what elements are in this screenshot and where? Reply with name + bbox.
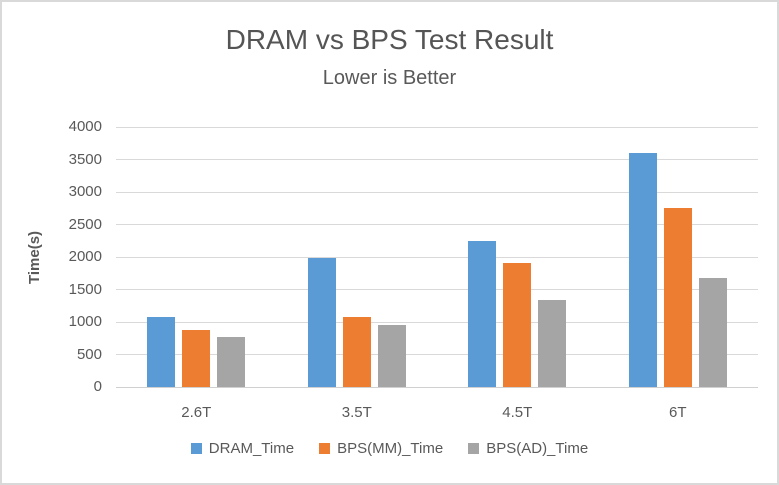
x-axis-label-6T: 6T: [668, 404, 687, 421]
bar-DRAM_Time-3.5T: [307, 258, 336, 387]
y-tick-label-3000: 3000: [68, 183, 102, 200]
bar-DRAM_Time-6T: [628, 153, 657, 387]
bar-BPS(AD)_Time-4.5T: [538, 299, 567, 387]
y-tick-label-3500: 3500: [68, 150, 102, 168]
legend-item-DRAM_Time: DRAM_Time: [190, 440, 295, 457]
gridline-2000: [116, 256, 758, 258]
bar-BPS(AD)_Time-3.5T: [377, 324, 406, 387]
legend-label: DRAM_Time: [208, 440, 295, 457]
y-tick-label-0: 0: [93, 378, 102, 395]
y-tick-label-2500: 2500: [68, 215, 102, 233]
legend-swatch-icon: [319, 443, 331, 454]
y-tick-label-1000: 1000: [68, 313, 102, 330]
y-tick-label-1500: 1500: [68, 280, 102, 298]
x-axis-label-2.6T: 2.6T: [181, 404, 212, 421]
y-tick-label-500: 500: [76, 345, 102, 363]
x-axis-line: [116, 386, 758, 388]
x-axis-label-3.5T: 3.5T: [341, 404, 372, 421]
y-tick-label-2000: 2000: [68, 248, 102, 265]
chart-subtitle: Lower is Better: [322, 67, 457, 89]
chart-title: DRAM vs BPS Test Result: [225, 24, 554, 55]
gridline-4000: [116, 126, 758, 128]
legend-swatch-icon: [468, 443, 480, 454]
gridline-1500: [116, 289, 758, 290]
bar-DRAM_Time-2.6T: [147, 316, 176, 387]
legend-item-BPS(MM)_Time: BPS(MM)_Time: [319, 440, 443, 457]
gridline-2500: [116, 224, 758, 225]
gridline-1000: [116, 321, 758, 323]
bar-DRAM_Time-4.5T: [468, 241, 497, 387]
bar-BPS(AD)_Time-6T: [698, 277, 727, 387]
bar-BPS(MM)_Time-6T: [663, 208, 692, 387]
plot-area: [116, 126, 758, 388]
legend-item-BPS(AD)_Time: BPS(AD)_Time: [468, 440, 588, 457]
gridline-500: [116, 354, 758, 355]
bar-BPS(MM)_Time-3.5T: [342, 316, 371, 387]
bar-BPS(MM)_Time-4.5T: [503, 262, 532, 387]
gridline-3500: [116, 159, 758, 160]
legend-label: BPS(AD)_Time: [486, 440, 589, 457]
y-tick-label-4000: 4000: [68, 118, 102, 135]
legend: DRAM_Time BPS(MM)_Time BPS(AD)_Time: [2, 440, 777, 457]
gridline-3000: [116, 191, 758, 193]
bar-BPS(MM)_Time-2.6T: [182, 329, 211, 387]
bar-BPS(AD)_Time-2.6T: [217, 336, 246, 387]
legend-label: BPS(MM)_Time: [337, 440, 444, 457]
x-axis-label-4.5T: 4.5T: [502, 404, 533, 421]
legend-swatch-icon: [190, 443, 202, 454]
